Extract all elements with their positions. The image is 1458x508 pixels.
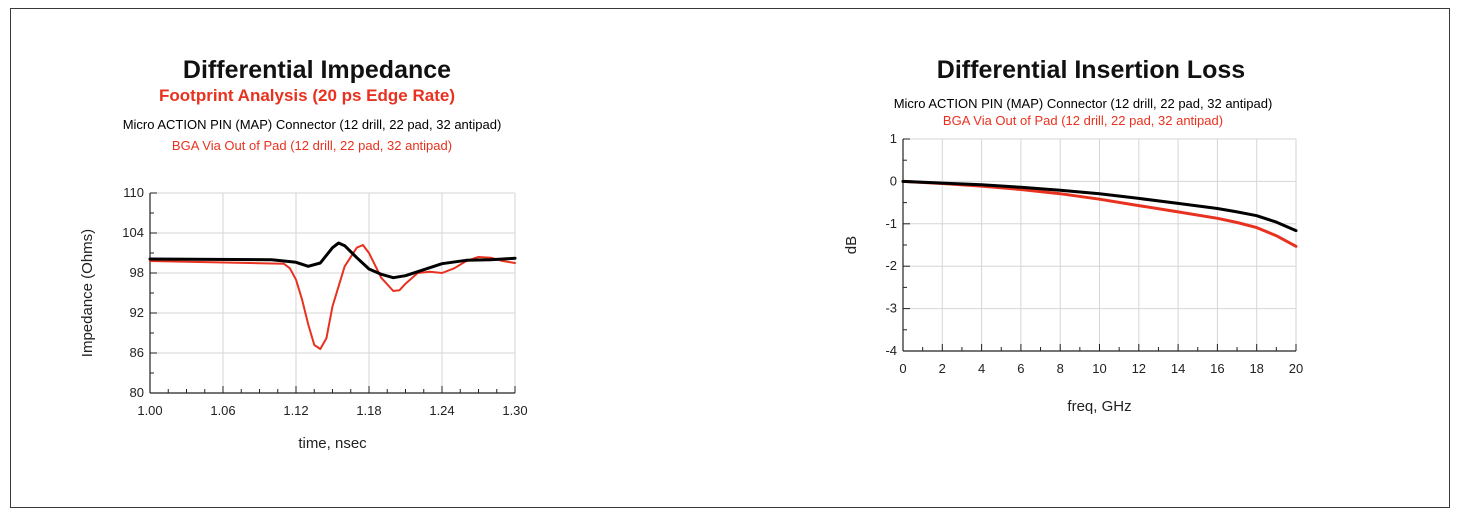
- x-tick-label: 12: [1132, 361, 1146, 376]
- x-tick-label: 1.24: [429, 403, 454, 418]
- y-tick-label: -4: [885, 343, 897, 358]
- x-tick-label: 1.00: [137, 403, 162, 418]
- x-tick-label: 4: [978, 361, 985, 376]
- x-tick-label: 18: [1249, 361, 1263, 376]
- x-tick-label: 2: [939, 361, 946, 376]
- series-line-bga: [149, 244, 516, 350]
- insertion-loss-plot: 0 2 4 6 8 10 12 14 16 18 20 -4 -3 -2 -1 0 1 freq, GHz dB: [843, 131, 1303, 415]
- y-tick-label: 80: [130, 385, 144, 400]
- x-tick-label: 6: [1017, 361, 1024, 376]
- x-tick-label: 1.18: [356, 403, 381, 418]
- x-tick-label: 1.06: [210, 403, 235, 418]
- legend-series-map: Micro ACTION PIN (MAP) Connector (12 dri…: [893, 96, 1273, 111]
- impedance-chart-title: Differential Impedance: [182, 56, 452, 84]
- y-tick-label: 0: [890, 173, 897, 188]
- x-tick-label: 1.12: [283, 403, 308, 418]
- legend-series-bga: BGA Via Out of Pad (12 drill, 22 pad, 32…: [171, 138, 453, 153]
- y-tick-label: -1: [885, 216, 897, 231]
- x-tick-label: 14: [1171, 361, 1185, 376]
- x-tick-label: 10: [1092, 361, 1106, 376]
- y-tick-label: 98: [130, 265, 144, 280]
- y-tick-label: -3: [885, 301, 897, 316]
- series-line-map: [148, 241, 517, 280]
- y-axis-label: Impedance (Ohms): [79, 229, 96, 357]
- y-tick-label: 92: [130, 305, 144, 320]
- series-line-map: [901, 179, 1298, 233]
- insertion-loss-chart-title: Differential Insertion Loss: [936, 56, 1246, 84]
- y-tick-label: 110: [123, 185, 144, 200]
- y-tick-label: 104: [122, 225, 144, 240]
- x-tick-label: 20: [1289, 361, 1303, 376]
- y-axis-label: dB: [843, 236, 860, 254]
- x-tick-label: 1.30: [502, 403, 527, 418]
- y-tick-label: 86: [130, 345, 144, 360]
- y-tick-label: 1: [890, 131, 897, 146]
- legend-series-map: Micro ACTION PIN (MAP) Connector (12 dri…: [122, 117, 502, 132]
- impedance-chart-panel: Differential Impedance Footprint Analysi…: [0, 0, 700, 498]
- legend-series-bga: BGA Via Out of Pad (12 drill, 22 pad, 32…: [942, 113, 1224, 128]
- y-tick-label: -2: [885, 258, 897, 273]
- plot-area: [150, 193, 515, 393]
- impedance-chart-subtitle: Footprint Analysis (20 ps Edge Rate): [159, 86, 455, 105]
- insertion-loss-chart-panel: Differential Insertion Loss Micro ACTION…: [729, 0, 1458, 498]
- x-axis-label: time, nsec: [298, 435, 367, 452]
- x-axis-label: freq, GHz: [1067, 398, 1131, 415]
- x-tick-label: 8: [1057, 361, 1064, 376]
- impedance-plot: 1.00 1.06 1.12 1.18 1.24 1.30 80 86 92 98 104 110 ti…: [79, 185, 528, 452]
- x-tick-label: 16: [1210, 361, 1224, 376]
- x-tick-label: 0: [899, 361, 906, 376]
